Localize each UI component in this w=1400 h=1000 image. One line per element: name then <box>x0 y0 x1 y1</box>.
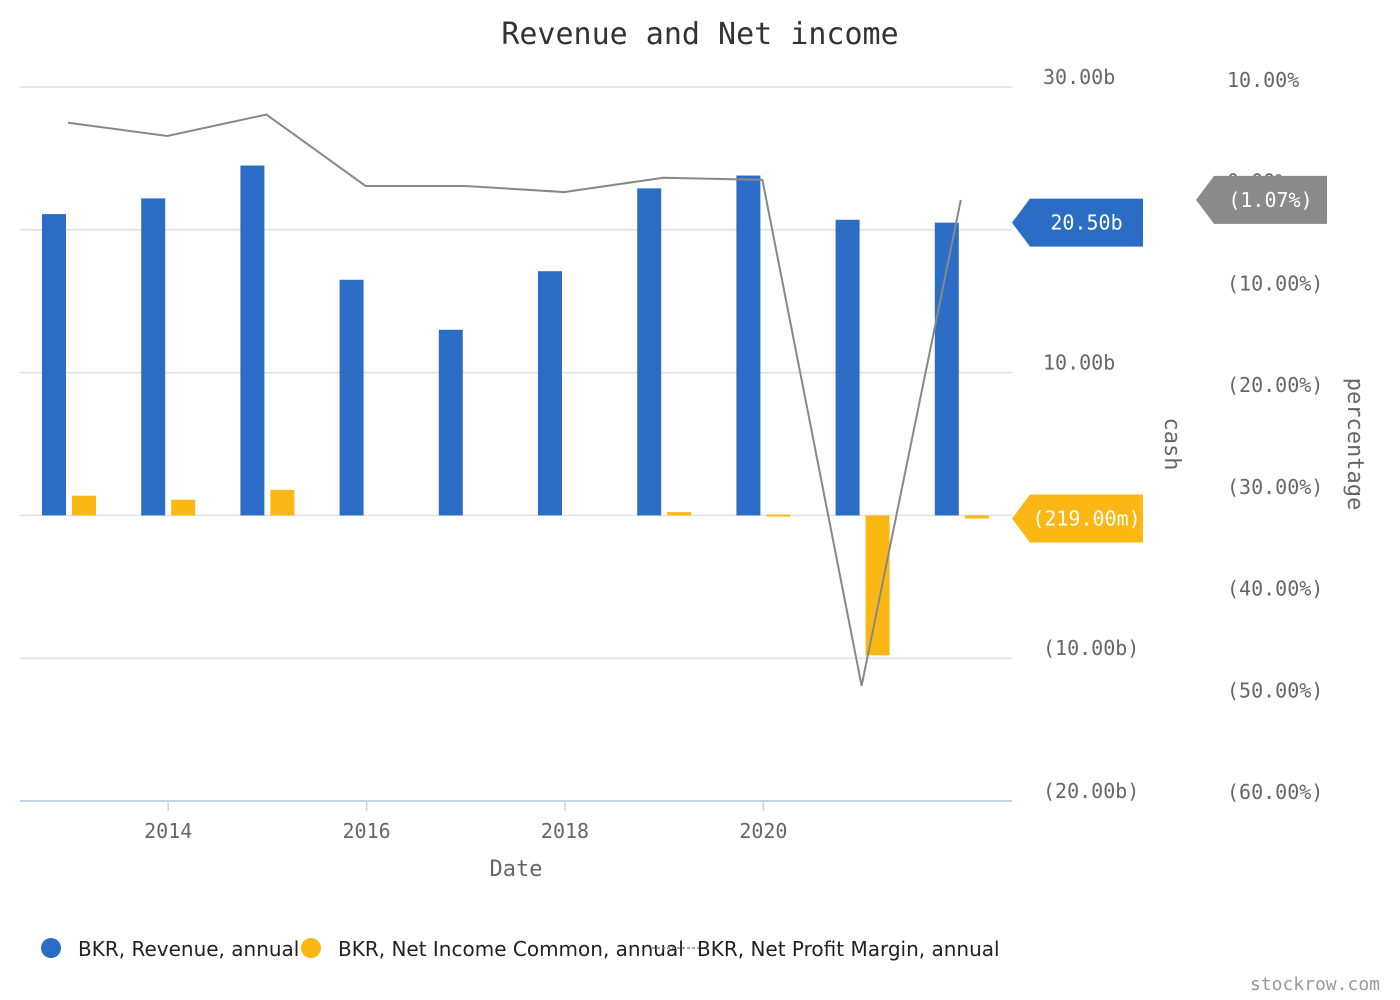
revenue-bar <box>835 219 860 516</box>
x-tick-label: 2016 <box>343 819 391 843</box>
legend-entry: BKR, Revenue, annual <box>78 937 299 961</box>
net-income-bar <box>270 489 295 516</box>
margin-line <box>67 113 962 686</box>
last-value-label: 20.50b <box>1050 211 1122 235</box>
y-axis-left-title: cash <box>1159 418 1184 471</box>
legend-entry: BKR, Net Profit Margin, annual <box>697 937 1000 961</box>
y-right-tick-label: 10.00% <box>1227 68 1299 92</box>
bar-marks <box>42 165 989 656</box>
legend-entry: BKR, Net Income Common, annual <box>338 937 684 961</box>
watermark: stockrow.com <box>1250 974 1380 995</box>
net-income-bar <box>964 515 989 519</box>
y-right-tick-label: (20.00%) <box>1227 373 1323 397</box>
last-value-label: (219.00m) <box>1032 507 1140 531</box>
revenue-bar <box>141 198 166 516</box>
revenue-bar <box>538 271 562 516</box>
y-right-tick-label: (60.00%) <box>1227 780 1323 804</box>
last-value-tag <box>1012 198 1143 247</box>
y-right-tick-label: (50.00%) <box>1227 678 1323 702</box>
x-tick-label: 2020 <box>739 819 787 843</box>
revenue-bar <box>42 214 66 516</box>
revenue-bar <box>637 188 662 516</box>
net-income-bar <box>667 512 692 516</box>
x-axis-title: Date <box>490 857 543 882</box>
y-axis-right-title: percentage <box>1342 378 1367 510</box>
gridlines <box>20 86 1012 802</box>
revenue-bar <box>339 279 364 516</box>
net-income-bar <box>766 514 791 517</box>
y-left-tick-label: 10.00b <box>1043 351 1115 375</box>
x-tick-label: 2014 <box>144 819 192 843</box>
net-income-bar <box>865 515 890 656</box>
x-tick-label: 2018 <box>541 819 589 843</box>
revenue-bar <box>736 175 761 516</box>
y-right-tick-label: (40.00%) <box>1227 577 1323 601</box>
legend-dot <box>301 938 321 958</box>
legend: BKR, Revenue, annual BKR, Net Income Comm… <box>41 937 1000 961</box>
net-profit-margin-line <box>67 113 962 686</box>
revenue-bar <box>240 165 265 516</box>
y-right-tick-label: (30.00%) <box>1227 475 1323 499</box>
last-value-labels: 20.50b (219.00m) (1.07%) <box>1012 175 1327 543</box>
net-income-bar <box>72 495 96 516</box>
y-left-tick-label: (10.00b) <box>1043 636 1139 660</box>
legend-dot <box>41 938 61 958</box>
last-value-tag <box>1196 175 1327 224</box>
x-axis: 2014 2016 2018 2020 <box>144 801 787 843</box>
last-value-tag <box>1012 494 1143 543</box>
last-value-label: (1.07%) <box>1228 188 1312 212</box>
revenue-bar <box>438 329 463 516</box>
net-income-bar <box>171 499 196 516</box>
chart-title: Revenue and Net income <box>501 17 898 52</box>
y-left-tick-label: (20.00b) <box>1043 779 1139 803</box>
y-left-tick-label: 30.00b <box>1043 65 1115 89</box>
y-right-tick-label: (10.00%) <box>1227 271 1323 295</box>
